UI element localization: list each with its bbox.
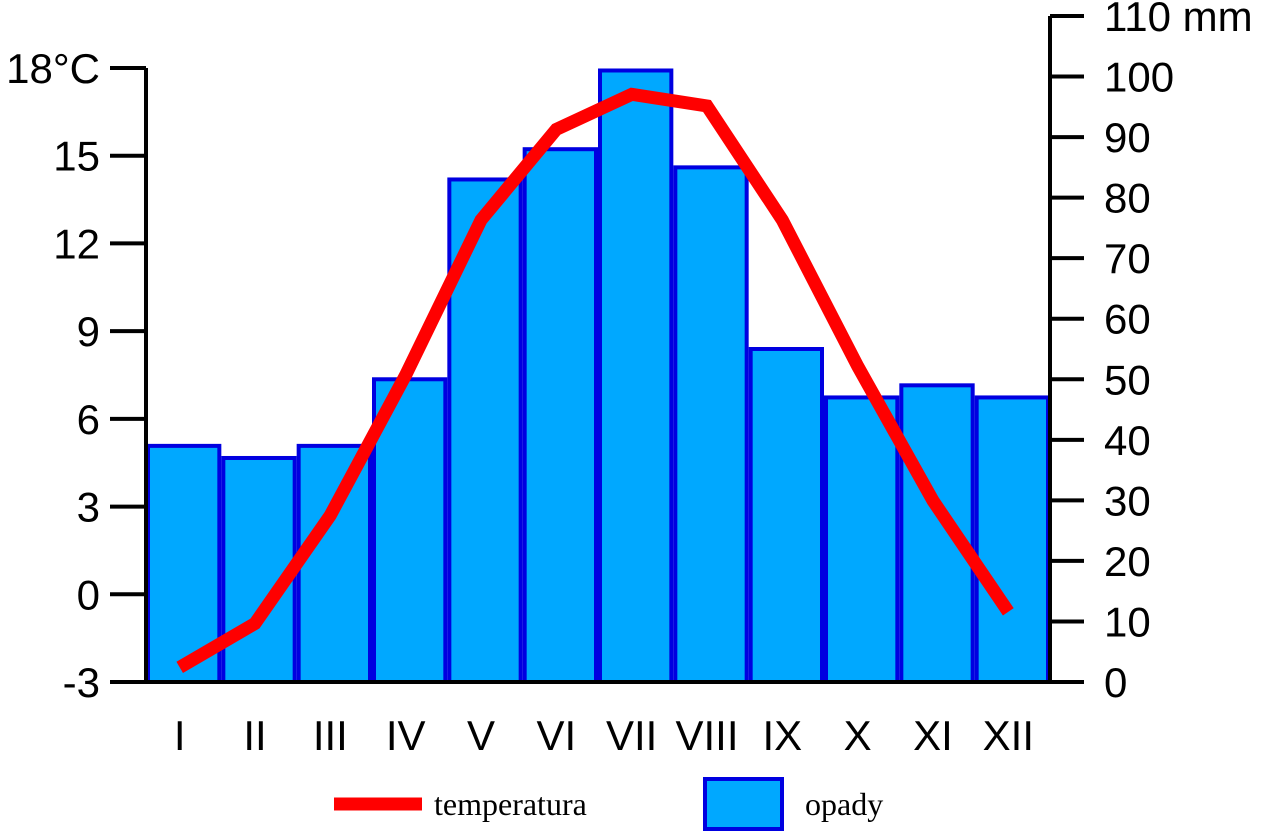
right-tick-label: 110 mm (1104, 0, 1253, 40)
left-tick-label: 15 (53, 133, 100, 180)
month-label-I: I (174, 712, 186, 759)
right-tick-label: 30 (1104, 477, 1151, 524)
precipitation-bar-IX (748, 347, 825, 684)
left-tick-label: 18°C (6, 45, 100, 92)
right-tick-label: 100 (1104, 54, 1174, 101)
precipitation-bar-II (221, 455, 297, 684)
month-label-VIII: VIII (675, 712, 738, 759)
precipitation-bar-VIII (673, 165, 749, 684)
left-tick-label: 12 (53, 220, 100, 267)
right-tick-label: 90 (1104, 114, 1151, 161)
month-label-IV: IV (386, 712, 426, 759)
month-labels: I II III IV V VI VII VIII IX X XI XII (174, 712, 1034, 759)
month-label-X: X (844, 712, 872, 759)
left-tick-label: 0 (77, 571, 100, 618)
precipitation-bar-IV (372, 377, 448, 684)
month-label-XII: XII (983, 712, 1034, 759)
left-tick-label: 6 (77, 396, 100, 443)
month-label-III: III (313, 712, 348, 759)
left-tick-label: 9 (77, 308, 100, 355)
month-label-XI: XI (913, 712, 953, 759)
month-label-II: II (243, 712, 266, 759)
legend-precipitation-swatch (703, 777, 784, 831)
right-tick-label: 20 (1104, 538, 1151, 585)
legend-temperature-label: temperatura (434, 786, 587, 822)
legend: temperatura opady (334, 777, 883, 831)
month-label-VII: VII (606, 712, 657, 759)
right-tick-label: 40 (1104, 417, 1151, 464)
right-tick-label: 50 (1104, 356, 1151, 403)
right-tick-label: 0 (1104, 659, 1127, 706)
right-tick-label: 80 (1104, 175, 1151, 222)
legend-precipitation-label: opady (805, 786, 883, 822)
precipitation-bar-XII (974, 395, 1051, 684)
right-tick-label: 60 (1104, 296, 1151, 343)
precipitation-bar-VII (598, 68, 674, 684)
month-label-IX: IX (762, 712, 802, 759)
temperature-line (176, 87, 1014, 674)
right-tick-label: 70 (1104, 235, 1151, 282)
axes: -3 0 3 6 9 12 15 18°C 0 10 20 30 40 50 60 70 80 90 100 110 … (6, 0, 1252, 706)
left-tick-label: -3 (63, 659, 100, 706)
precipitation-bar-VI (522, 147, 599, 684)
precipitation-bar-X (824, 395, 900, 684)
left-tick-label: 3 (77, 484, 100, 531)
right-tick-label: 10 (1104, 598, 1151, 645)
precipitation-bar-III (296, 443, 372, 685)
month-label-VI: VI (536, 712, 576, 759)
month-label-V: V (467, 712, 495, 759)
temperature-line-layer (176, 87, 1014, 674)
